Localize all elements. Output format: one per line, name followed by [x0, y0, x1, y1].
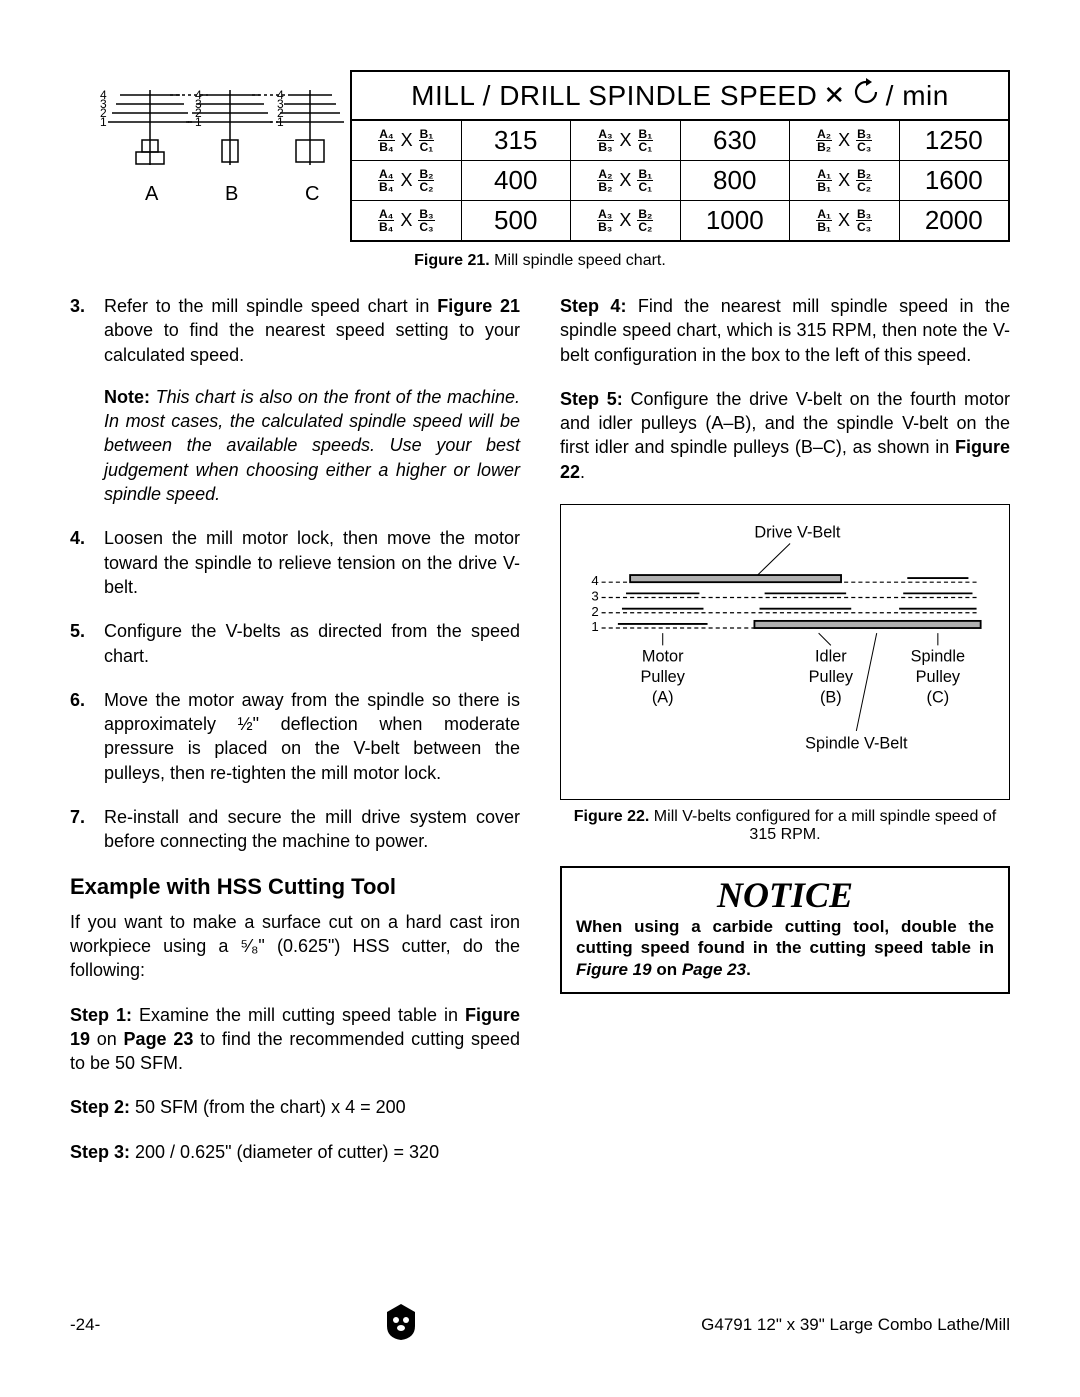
- figure-22-diagram: Drive V-Belt 4321: [560, 504, 1010, 800]
- fig22-rest: Mill V-belts configured for a mill spind…: [649, 808, 996, 843]
- figure-21-caption: Figure 21. Mill spindle speed chart.: [70, 252, 1010, 270]
- fig21-rest: Mill spindle speed chart.: [490, 252, 666, 269]
- example-step: Step 1: Examine the mill cutting speed t…: [70, 1003, 520, 1076]
- rpm-cell: 800: [681, 161, 791, 200]
- svg-text:(C): (C): [927, 688, 950, 706]
- footer-model: G4791 12" x 39" Large Combo Lathe/Mill: [701, 1315, 1010, 1335]
- step-number: 6.: [70, 688, 104, 785]
- rpm-cell: 1000: [681, 201, 791, 240]
- step-item: 4.Loosen the mill motor lock, then move …: [70, 526, 520, 599]
- svg-text:Pulley: Pulley: [809, 668, 854, 686]
- speed-chart-block: 1234 1234 1234 A B C MILL / DRILL SPINDL…: [70, 70, 1010, 242]
- pulley-label-b: B: [225, 183, 238, 205]
- step-text: Move the motor away from the spindle so …: [104, 688, 520, 785]
- svg-text:Spindle: Spindle: [911, 648, 965, 666]
- svg-text:1: 1: [591, 619, 598, 634]
- rpm-cell: 500: [462, 201, 572, 240]
- chart-body: A₄B₄XB₁C₁315A₃B₃XB₁C₁630A₂B₂XB₃C₃1250A₄B…: [352, 121, 1008, 240]
- step-text: Loosen the mill motor lock, then move th…: [104, 526, 520, 599]
- right-column: Step 4: Find the nearest mill spindle sp…: [560, 294, 1010, 1184]
- drive-vbelt-label: Drive V-Belt: [754, 523, 841, 541]
- example-step: Step 3: 200 / 0.625" (diameter of cutter…: [70, 1140, 520, 1164]
- formula-cell: A₄B₄XB₁C₁: [352, 121, 462, 160]
- right-step: Step 5: Configure the drive V-belt on th…: [560, 387, 1010, 484]
- pulley-diagram-top: 1234 1234 1234 A B C: [70, 70, 350, 242]
- left-column: 3.Refer to the mill spindle speed chart …: [70, 294, 520, 1184]
- spindle-vbelt-label: Spindle V-Belt: [805, 734, 908, 752]
- example-step: Step 2: 50 SFM (from the chart) x 4 = 20…: [70, 1095, 520, 1119]
- fig21-bold: Figure 21.: [414, 252, 490, 269]
- notice-box: NOTICE When using a carbide cutting tool…: [560, 866, 1010, 994]
- step-item: 6.Move the motor away from the spindle s…: [70, 688, 520, 785]
- rpm-cell: 630: [681, 121, 791, 160]
- formula-cell: A₄B₄XB₂C₂: [352, 161, 462, 200]
- svg-text:Pulley: Pulley: [916, 668, 961, 686]
- step-number: 5.: [70, 619, 104, 668]
- svg-text:Idler: Idler: [815, 648, 847, 666]
- svg-text:3: 3: [591, 589, 598, 604]
- svg-text:4: 4: [277, 88, 284, 102]
- page-number: -24-: [70, 1315, 100, 1335]
- step-text: Refer to the mill spindle speed chart in…: [104, 294, 520, 506]
- step-note: Note: This chart is also on the front of…: [104, 385, 520, 506]
- svg-text:Motor: Motor: [642, 648, 684, 666]
- speed-chart-table: MILL / DRILL SPINDLE SPEED ✕ / min A₄B₄X…: [350, 70, 1010, 242]
- pulley-label-a: A: [145, 183, 159, 205]
- chart-header-left: MILL / DRILL SPINDLE SPEED: [411, 80, 817, 112]
- step-number: 4.: [70, 526, 104, 599]
- step-item: 3.Refer to the mill spindle speed chart …: [70, 294, 520, 506]
- chart-row: A₄B₄XB₁C₁315A₃B₃XB₁C₁630A₂B₂XB₃C₃1250: [352, 121, 1008, 161]
- svg-text:Pulley: Pulley: [641, 668, 686, 686]
- step-number: 3.: [70, 294, 104, 506]
- chart-header: MILL / DRILL SPINDLE SPEED ✕ / min: [352, 72, 1008, 121]
- chart-row: A₄B₄XB₂C₂400A₂B₂XB₁C₁800A₁B₁XB₂C₂1600: [352, 161, 1008, 201]
- rpm-cell: 400: [462, 161, 572, 200]
- pulley-label-c: C: [305, 183, 319, 205]
- multiply-icon: ✕: [823, 80, 845, 111]
- example-heading: Example with HSS Cutting Tool: [70, 874, 520, 900]
- rpm-cell: 1600: [900, 161, 1009, 200]
- step-text: Re-install and secure the mill drive sys…: [104, 805, 520, 854]
- rpm-cell: 1250: [900, 121, 1009, 160]
- formula-cell: A₃B₃XB₂C₂: [571, 201, 681, 240]
- example-intro: If you want to make a surface cut on a h…: [70, 910, 520, 983]
- step-number: 7.: [70, 805, 104, 854]
- formula-cell: A₄B₄XB₃C₃: [352, 201, 462, 240]
- chart-header-right: / min: [886, 80, 949, 112]
- formula-cell: A₂B₂XB₃C₃: [790, 121, 900, 160]
- step-item: 5.Configure the V-belts as directed from…: [70, 619, 520, 668]
- chart-row: A₄B₄XB₃C₃500A₃B₃XB₂C₂1000A₁B₁XB₃C₃2000: [352, 201, 1008, 240]
- right-step: Step 4: Find the nearest mill spindle sp…: [560, 294, 1010, 367]
- svg-text:(B): (B): [820, 688, 842, 706]
- svg-text:4: 4: [195, 88, 202, 102]
- svg-text:(A): (A): [652, 688, 674, 706]
- formula-cell: A₁B₁XB₃C₃: [790, 201, 900, 240]
- step-item: 7.Re-install and secure the mill drive s…: [70, 805, 520, 854]
- notice-text: When using a carbide cutting tool, doubl…: [576, 916, 994, 980]
- fig22-bold: Figure 22.: [574, 808, 650, 825]
- step-text: Configure the V-belts as directed from t…: [104, 619, 520, 668]
- rpm-cell: 315: [462, 121, 572, 160]
- notice-title: NOTICE: [576, 874, 994, 916]
- formula-cell: A₁B₁XB₂C₂: [790, 161, 900, 200]
- page-footer: -24- G4791 12" x 39" Large Combo Lathe/M…: [70, 1302, 1010, 1347]
- rotation-icon: [852, 78, 880, 113]
- rpm-cell: 2000: [900, 201, 1009, 240]
- figure-22-caption: Figure 22. Mill V-belts configured for a…: [560, 808, 1010, 844]
- footer-logo-icon: [383, 1302, 419, 1347]
- svg-text:2: 2: [591, 604, 598, 619]
- formula-cell: A₂B₂XB₁C₁: [571, 161, 681, 200]
- numbered-steps: 3.Refer to the mill spindle speed chart …: [70, 294, 520, 854]
- svg-text:4: 4: [591, 573, 598, 588]
- formula-cell: A₃B₃XB₁C₁: [571, 121, 681, 160]
- svg-text:4: 4: [100, 88, 107, 102]
